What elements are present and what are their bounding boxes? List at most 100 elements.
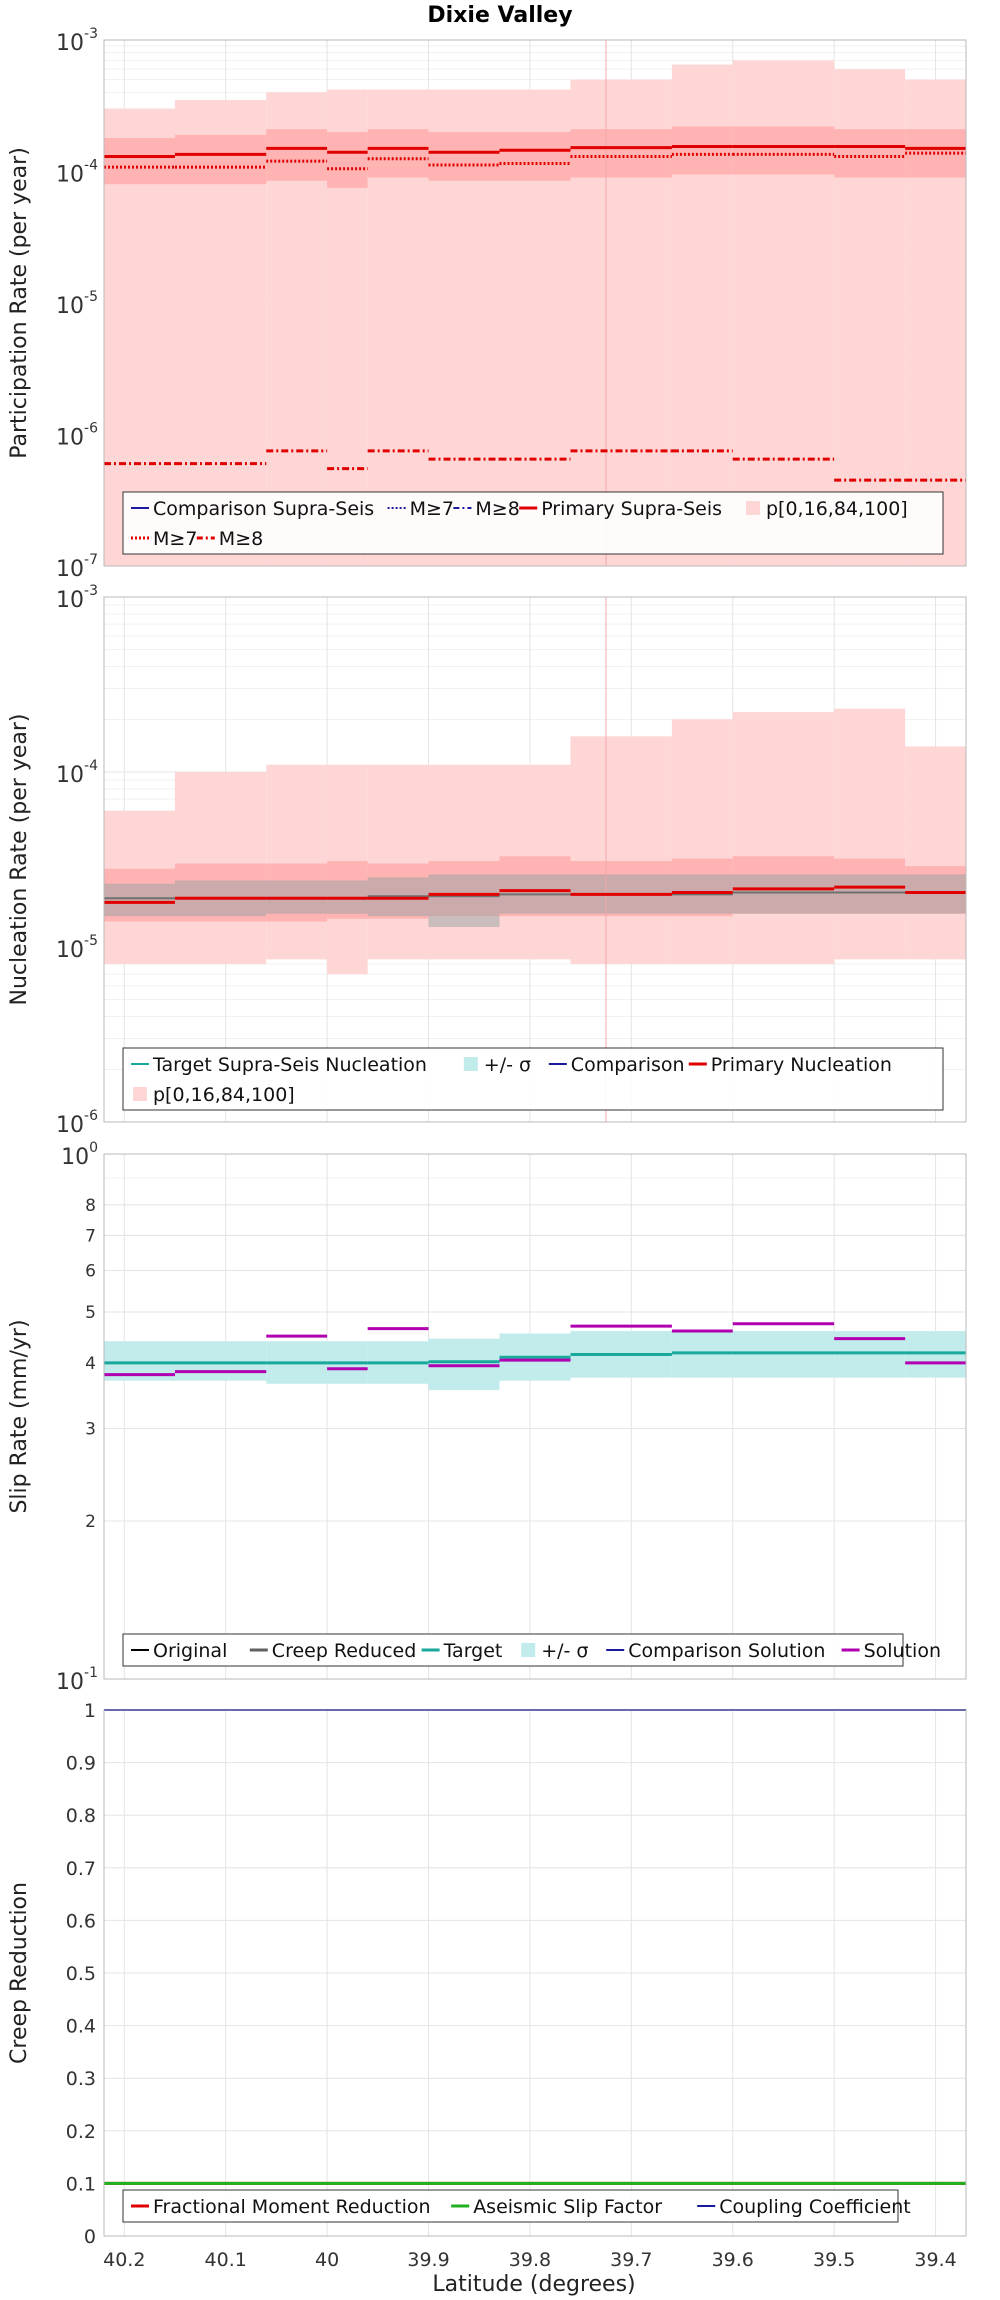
- nucleation-legend-label: +/- σ: [484, 1054, 531, 1076]
- slip-legend-label: Comparison Solution: [628, 1640, 825, 1662]
- participation-y-tick-exponent: -3: [84, 26, 98, 42]
- nucleation-legend-swatch: [463, 1057, 478, 1071]
- creep-legend-box: [122, 2189, 899, 2223]
- creep-legend-label: Fractional Moment Reduction: [153, 2196, 431, 2218]
- participation-inner-band-rect: [732, 126, 835, 175]
- nucleation-y-tick-base: 10: [56, 1113, 84, 1138]
- slip-y-tick-base: 10: [61, 1145, 89, 1170]
- x-axis-label: Latitude (degrees): [432, 2272, 635, 2297]
- creep-plot-frame: [103, 1709, 967, 2237]
- nucleation-legend-label: Comparison: [571, 1054, 685, 1076]
- participation-inner-band-rect: [104, 137, 175, 185]
- creep-y-tick-label: 0.5: [66, 1963, 96, 1985]
- legend-layer: Comparison Supra-Seis M≥7 M≥8 Primary Supra…: [122, 491, 944, 2223]
- participation-y-tick-base: 10: [56, 294, 84, 319]
- participation-inner-band-rect: [671, 126, 733, 175]
- creep-y-tick-label: 0.2: [66, 2121, 96, 2143]
- participation-inner-band-rect: [570, 129, 672, 178]
- nucleation-y-tick-exponent: -5: [84, 933, 98, 949]
- participation-inner-band-rect: [367, 129, 429, 178]
- nucleation-series-group: [104, 597, 966, 1122]
- creep-y-tick-label: 1: [84, 1700, 96, 1722]
- nucleation-sigma-band-rect: [428, 874, 500, 928]
- participation-legend-swatch: [746, 501, 760, 515]
- nucleation-y-axis-label: Nucleation Rate (per year): [7, 714, 32, 1006]
- participation-y-tick-exponent: -7: [84, 552, 98, 568]
- participation-legend-label: M≥8: [475, 498, 519, 520]
- participation-inner-band-rect: [834, 129, 906, 178]
- nucleation-legend-label: p[0,16,84,100]: [153, 1084, 295, 1106]
- nucleation-y-tick-label: 10-6: [56, 1108, 98, 1138]
- slip-plot-area: [104, 1154, 966, 1679]
- participation-legend-label: Comparison Supra-Seis: [153, 498, 374, 520]
- creep-legend-label: Aseismic Slip Factor: [473, 2196, 662, 2218]
- nucleation-inner-band-rect: [570, 861, 672, 917]
- figure-title: Dixie Valley: [427, 3, 572, 28]
- nucleation-y-tick-exponent: -3: [84, 583, 98, 599]
- participation-y-tick-exponent: -5: [84, 289, 98, 305]
- participation-y-tick-base: 10: [56, 426, 84, 451]
- participation-inner-band-rect: [266, 129, 328, 181]
- participation-y-tick-base: 10: [56, 557, 84, 582]
- nucleation-sigma-band-rect: [104, 883, 175, 917]
- participation-legend-label: M≥8: [219, 528, 263, 550]
- slip-legend-swatch: [521, 1643, 536, 1657]
- creep-legend-label: Coupling Coefficient: [719, 2196, 911, 2218]
- nucleation-sigma-band-rect: [732, 874, 835, 914]
- participation-y-tick-exponent: -4: [84, 158, 98, 174]
- participation-series-group: [104, 40, 966, 567]
- nucleation-inner-band-rect: [499, 856, 571, 917]
- slip-y-tick-label: 8: [85, 1196, 96, 1216]
- nucleation-sigma-band-rect: [834, 874, 906, 914]
- nucleation-y-tick-label: 10-4: [56, 758, 98, 788]
- slip-legend-label: Target: [443, 1640, 503, 1662]
- nucleation-outer-band-rect: [905, 746, 966, 960]
- x-tick-label: 39.8: [509, 2249, 551, 2271]
- slip-sigma-band-rect: [174, 1341, 267, 1381]
- creep-y-tick-label: 0.9: [66, 1753, 96, 1775]
- slip-y-tick-label: 10-1: [56, 1665, 98, 1695]
- creep-y-tick-label: 0.8: [66, 1805, 96, 1827]
- slip-y-tick-label: 100: [61, 1140, 98, 1170]
- nucleation-y-tick-label: 10-5: [56, 933, 98, 963]
- data-layer: [104, 40, 966, 2185]
- creep-y-tick-label: 0.6: [66, 1910, 96, 1932]
- slip-series-group: [104, 1322, 966, 1391]
- slip-y-axis-label: Slip Rate (mm/yr): [7, 1319, 32, 1513]
- participation-y-tick-base: 10: [56, 163, 84, 188]
- nucleation-inner-band-rect: [174, 863, 267, 922]
- x-tick-label: 39.6: [712, 2249, 754, 2271]
- nucleation-y-tick-exponent: -4: [84, 758, 98, 774]
- participation-legend-label: M≥7: [410, 498, 454, 520]
- creep-y-tick-label: 0.1: [66, 2173, 96, 2195]
- participation-inner-band-rect: [499, 131, 571, 181]
- creep-y-tick-label: 0.4: [66, 2016, 96, 2038]
- nucleation-y-tick-base: 10: [56, 763, 84, 788]
- nucleation-y-tick-exponent: -6: [84, 1108, 98, 1124]
- slip-legend-label: Creep Reduced: [272, 1640, 416, 1662]
- nucleation-legend-label: Primary Nucleation: [711, 1054, 892, 1076]
- participation-plot-frame: [103, 39, 967, 567]
- nucleation-outer-band-rect: [732, 712, 835, 964]
- nucleation-y-tick-label: 10-3: [56, 583, 98, 613]
- slip-y-tick-label: 6: [85, 1261, 96, 1281]
- nucleation-inner-band-rect: [732, 856, 835, 914]
- nucleation-outer-band-rect: [834, 708, 906, 960]
- nucleation-legend-box: [122, 1047, 944, 1111]
- participation-y-tick-label: 10-4: [56, 158, 98, 188]
- slip-y-tick-label: 2: [85, 1512, 96, 1532]
- participation-inner-band-rect: [428, 131, 500, 181]
- x-tick-label: 40.2: [103, 2249, 145, 2271]
- participation-y-tick-label: 10-3: [56, 26, 98, 56]
- participation-y-tick-label: 10-5: [56, 289, 98, 319]
- nucleation-inner-band-rect: [428, 861, 500, 917]
- nucleation-plot-frame: [103, 596, 967, 1123]
- x-tick-label: 40: [315, 2249, 339, 2271]
- slip-y-tick-label: 3: [85, 1420, 96, 1440]
- participation-legend-label: p[0,16,84,100]: [766, 498, 908, 520]
- nucleation-y-tick-base: 10: [56, 938, 84, 963]
- participation-legend-label: Primary Supra-Seis: [541, 498, 722, 520]
- nucleation-inner-band-rect: [367, 863, 429, 919]
